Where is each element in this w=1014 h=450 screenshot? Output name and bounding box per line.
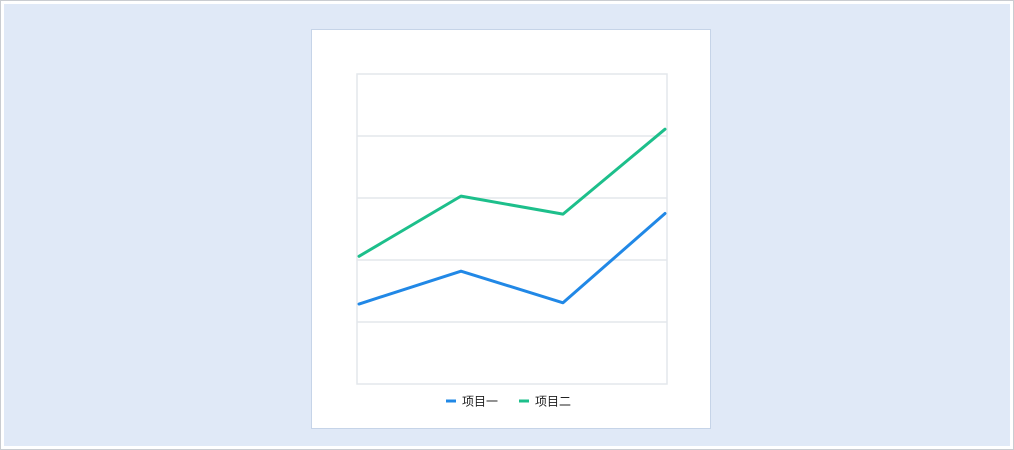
legend-item-2[interactable]: 项目二 [519, 395, 571, 409]
legend-label: 项目一 [462, 395, 498, 409]
line-chart: 项目一 项目二 [356, 73, 668, 409]
chart-stage: 项目一 项目二 [4, 4, 1010, 446]
series-line-2 [357, 127, 667, 258]
plot-area [356, 73, 668, 385]
legend-label: 项目二 [535, 395, 571, 409]
series-lines [357, 127, 667, 306]
chart-legend: 项目一 项目二 [446, 395, 571, 409]
grid-lines [357, 135, 667, 323]
legend-item-1[interactable]: 项目一 [446, 395, 498, 409]
chart-card: 项目一 项目二 [311, 29, 711, 429]
series-line-1 [357, 212, 667, 306]
